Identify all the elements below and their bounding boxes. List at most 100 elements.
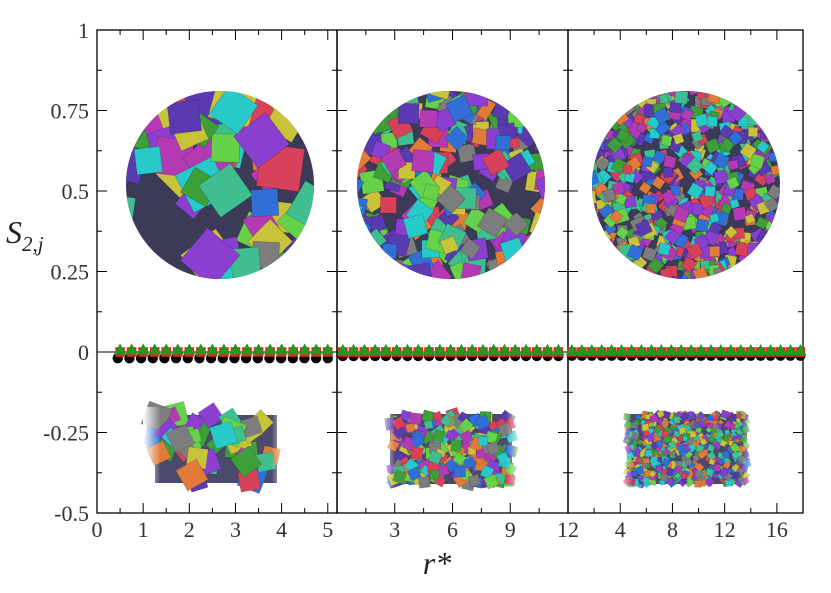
cube (705, 91, 719, 96)
cube (732, 273, 751, 279)
cube (592, 225, 593, 235)
cube (730, 91, 747, 101)
data-point-triangle (530, 343, 543, 355)
cube (592, 262, 594, 276)
cube (370, 270, 396, 279)
axis-labels: S2,j r* (6, 214, 451, 581)
cube (527, 91, 545, 107)
cube (756, 139, 770, 154)
cube (439, 235, 460, 256)
cube (210, 133, 241, 163)
cube (538, 91, 545, 97)
cube (672, 132, 685, 146)
cube (601, 91, 619, 105)
cube (540, 91, 545, 101)
cube (761, 259, 780, 279)
cube (754, 216, 769, 230)
cube (746, 92, 757, 104)
cube (762, 91, 778, 94)
cube (719, 137, 736, 154)
y-axis-title-main: S (6, 214, 22, 250)
cube (608, 259, 621, 273)
cube (753, 106, 768, 121)
cube (595, 121, 607, 132)
data-point-triangle (615, 344, 628, 356)
data-point-triangle (552, 343, 565, 355)
cube (767, 115, 780, 129)
cube (779, 234, 780, 246)
cube (657, 242, 672, 256)
cube (592, 253, 600, 266)
cube (380, 147, 408, 175)
cube (592, 232, 596, 245)
cube (480, 91, 501, 100)
cube (592, 263, 610, 279)
cube (357, 106, 381, 130)
cube (534, 93, 545, 123)
cube (745, 91, 758, 100)
cube (626, 243, 644, 261)
cube (592, 103, 601, 121)
cube (724, 225, 739, 240)
cube (535, 91, 545, 102)
data-point-triangle (744, 344, 757, 356)
data-point-triangle (423, 343, 436, 355)
cube (743, 259, 754, 270)
data-point-triangle (565, 344, 578, 356)
x-tick-label: 6 (447, 517, 458, 542)
cube (592, 233, 596, 248)
cube (774, 129, 780, 142)
data-point-triangle (390, 343, 403, 355)
cube (460, 262, 482, 279)
cube (456, 142, 478, 164)
data-point-triangle (275, 343, 288, 355)
cube (357, 251, 372, 271)
cube (672, 205, 690, 223)
data-point-triangle (655, 344, 668, 356)
cube (645, 203, 657, 215)
cube (233, 112, 290, 169)
cube (749, 91, 762, 100)
cube (761, 261, 776, 276)
cube (592, 148, 595, 161)
cube (592, 121, 605, 137)
cube (538, 107, 545, 126)
cube (592, 190, 597, 206)
cube (529, 103, 545, 129)
cube (638, 181, 652, 195)
cube (475, 272, 496, 279)
cube (709, 212, 720, 224)
data-point-triangle (665, 344, 678, 356)
cube (652, 149, 667, 165)
cube (660, 134, 673, 147)
cube (688, 91, 702, 93)
cube (378, 267, 407, 279)
cube (653, 106, 671, 125)
cube (525, 91, 545, 117)
cube (739, 142, 758, 160)
cube (592, 233, 600, 245)
cube (759, 243, 776, 261)
cube (610, 91, 621, 97)
cube (750, 97, 763, 110)
cube (606, 136, 624, 154)
cube (592, 242, 596, 262)
cube (609, 209, 624, 224)
x-tick-label: 1 (138, 517, 149, 542)
cube (729, 198, 741, 210)
data-point-triangle (754, 344, 767, 356)
cube (747, 92, 764, 108)
cube (357, 195, 369, 219)
data-marks (112, 343, 807, 364)
cube (627, 91, 641, 98)
cube (735, 260, 749, 274)
data-point-triangle (585, 344, 598, 356)
cube (764, 244, 777, 257)
cube (535, 91, 545, 112)
cube (754, 269, 769, 279)
cube (592, 224, 596, 239)
cube (398, 102, 420, 125)
cube (703, 160, 719, 176)
cube (522, 91, 545, 117)
data-point-triangle (160, 343, 173, 355)
